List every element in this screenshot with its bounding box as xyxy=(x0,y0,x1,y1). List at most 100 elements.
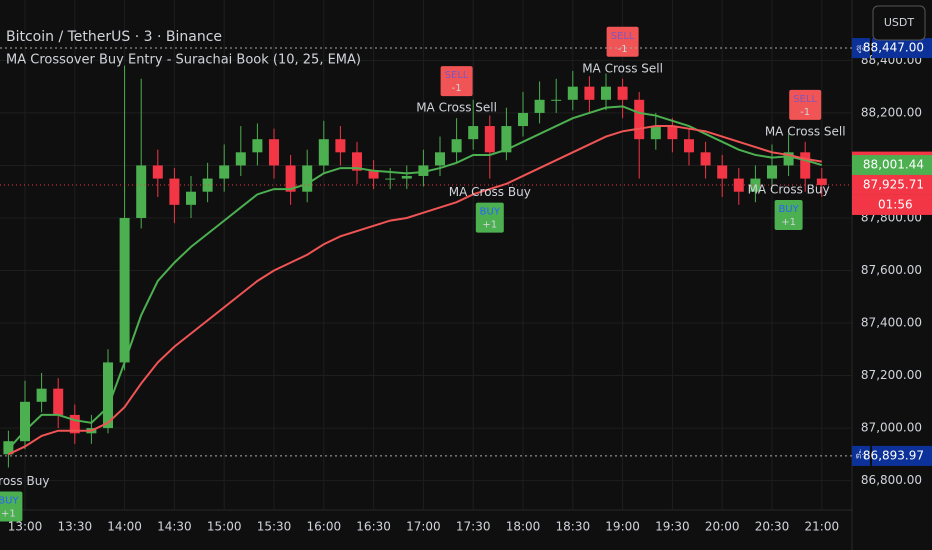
candle-body xyxy=(20,401,30,442)
x-tick-label: 13:30 xyxy=(58,520,93,534)
candle-body xyxy=(601,86,611,100)
y-tick-label: 87,200.00 xyxy=(861,368,922,382)
candle-body xyxy=(302,165,313,192)
candle-body xyxy=(152,165,163,179)
candle-body xyxy=(451,139,462,153)
candle-body xyxy=(186,191,196,205)
candle-body xyxy=(103,362,113,429)
x-tick-label: 18:00 xyxy=(506,520,541,534)
extreme-tag: ต่ำ xyxy=(856,448,867,461)
x-tick-label: 15:00 xyxy=(207,520,242,534)
countdown: 01:56 xyxy=(878,197,913,211)
candle-body xyxy=(717,165,728,179)
signal-tag: BUY xyxy=(778,204,799,215)
candle-body xyxy=(368,170,379,179)
candle-body xyxy=(352,152,362,171)
currency-button-label[interactable]: USDT xyxy=(884,16,915,29)
candle-body xyxy=(219,165,230,179)
signal-box xyxy=(774,199,803,230)
candle-body xyxy=(269,139,279,166)
candle-body xyxy=(783,152,794,166)
signal-tag: SELL xyxy=(793,94,817,105)
candle-body xyxy=(534,99,545,113)
extreme-tag: สูง xyxy=(856,44,866,54)
candle-body xyxy=(418,165,429,176)
candle-body xyxy=(169,178,180,205)
price-label: 88,001.44 xyxy=(863,158,924,172)
candle-body xyxy=(650,126,661,140)
candle-body xyxy=(551,99,562,101)
x-tick-label: 16:00 xyxy=(307,520,342,534)
signal-box xyxy=(789,89,822,120)
candle-body xyxy=(501,126,512,153)
price-label: 88,447.00 xyxy=(863,41,924,55)
x-tick-label: 14:30 xyxy=(157,520,192,534)
signal-count: -1 xyxy=(800,107,810,118)
x-tick-label: 20:30 xyxy=(755,520,790,534)
candle-body xyxy=(617,86,628,100)
signal-label: MA Cross Buy xyxy=(748,182,830,196)
x-tick-label: 17:00 xyxy=(406,520,441,534)
candle-body xyxy=(484,126,495,153)
y-tick-label: 87,400.00 xyxy=(861,316,922,330)
candle-body xyxy=(318,139,329,166)
x-tick-label: 15:30 xyxy=(257,520,292,534)
x-tick-label: 21:00 xyxy=(805,520,840,534)
candle-body xyxy=(634,99,645,140)
candle-body xyxy=(767,165,777,179)
x-tick-label: 17:30 xyxy=(456,520,491,534)
signal-count: +1 xyxy=(781,217,796,228)
x-tick-label: 16:30 xyxy=(356,520,391,534)
countdown-box xyxy=(852,194,932,215)
signal-tag: SELL xyxy=(445,70,469,81)
signal-count: +1 xyxy=(1,508,16,519)
candle-body xyxy=(136,165,147,218)
signal-tag: SELL xyxy=(611,31,635,42)
x-tick-label: 20:00 xyxy=(705,520,740,534)
signal-tag: BUY xyxy=(480,207,501,218)
candle-body xyxy=(335,139,346,153)
candle-body xyxy=(567,86,578,100)
price-label: 86,893.97 xyxy=(863,448,924,462)
signal-label: MA Cross Buy xyxy=(0,474,49,488)
candle-body xyxy=(53,388,64,415)
extreme-tag-box xyxy=(852,445,870,466)
candle-body xyxy=(385,178,396,180)
signal-box xyxy=(475,202,504,233)
ema-line xyxy=(7,125,822,456)
signal-label: MA Cross Sell xyxy=(765,124,846,138)
candle-body xyxy=(700,152,711,166)
candle-body xyxy=(401,175,412,179)
candle-body xyxy=(235,152,246,166)
chart-title: Bitcoin / TetherUS · 3 · Binance xyxy=(6,29,222,45)
signal-box xyxy=(440,66,473,97)
price-label-box xyxy=(872,445,932,466)
y-tick-label: 87,600.00 xyxy=(861,263,922,277)
candle-body xyxy=(69,414,80,434)
candle-body xyxy=(252,139,263,153)
candle-body xyxy=(800,152,811,179)
candle-body xyxy=(36,388,47,402)
signal-box xyxy=(606,26,639,57)
signal-tag: BUY xyxy=(0,495,19,506)
x-tick-label: 19:30 xyxy=(655,520,690,534)
candle-body xyxy=(202,178,213,192)
candle-body xyxy=(667,126,678,140)
signal-count: -1 xyxy=(618,44,628,55)
currency-button[interactable] xyxy=(872,5,926,41)
signal-count: +1 xyxy=(482,220,497,231)
price-label: 87,925.71 xyxy=(863,177,924,191)
candle-body xyxy=(584,86,595,100)
candle-body xyxy=(285,165,296,192)
candle-body xyxy=(684,139,694,153)
signal-label: MA Cross Buy xyxy=(449,185,531,199)
price-label-box xyxy=(852,155,932,176)
candle-body xyxy=(816,178,827,185)
x-tick-label: 14:00 xyxy=(107,520,142,534)
candle-body xyxy=(435,152,445,166)
indicator-name: MA Crossover Buy Entry - Surachai Book (… xyxy=(6,53,361,68)
signal-label: MA Cross Sell xyxy=(416,101,497,115)
price-label-box xyxy=(872,38,932,59)
